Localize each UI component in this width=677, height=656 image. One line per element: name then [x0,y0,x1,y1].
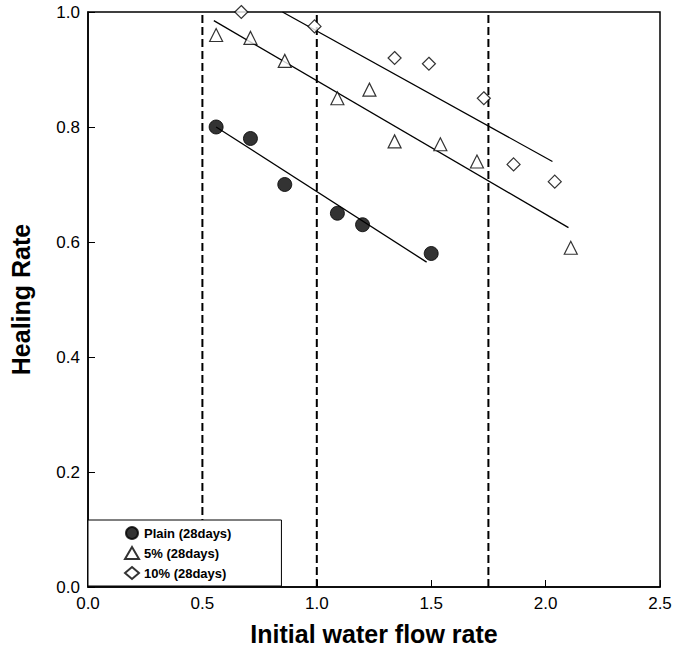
svg-text:1.0: 1.0 [56,3,80,22]
svg-text:2.0: 2.0 [534,594,558,613]
svg-text:Initial water flow rate: Initial water flow rate [250,620,497,648]
svg-text:0.5: 0.5 [191,594,215,613]
svg-text:0.2: 0.2 [56,463,80,482]
svg-text:2.5: 2.5 [648,594,672,613]
svg-text:0.4: 0.4 [56,348,80,367]
svg-text:0.8: 0.8 [56,118,80,137]
svg-text:1.5: 1.5 [419,594,443,613]
svg-text:5% (28days): 5% (28days) [144,546,219,561]
svg-text:0.6: 0.6 [56,233,80,252]
svg-text:0.0: 0.0 [56,577,80,597]
svg-text:Healing Rate: Healing Rate [7,224,35,376]
svg-text:0.0: 0.0 [76,594,100,613]
svg-text:1.0: 1.0 [305,594,329,613]
svg-text:10% (28days): 10% (28days) [144,566,226,581]
svg-text:Plain (28days): Plain (28days) [144,526,231,541]
